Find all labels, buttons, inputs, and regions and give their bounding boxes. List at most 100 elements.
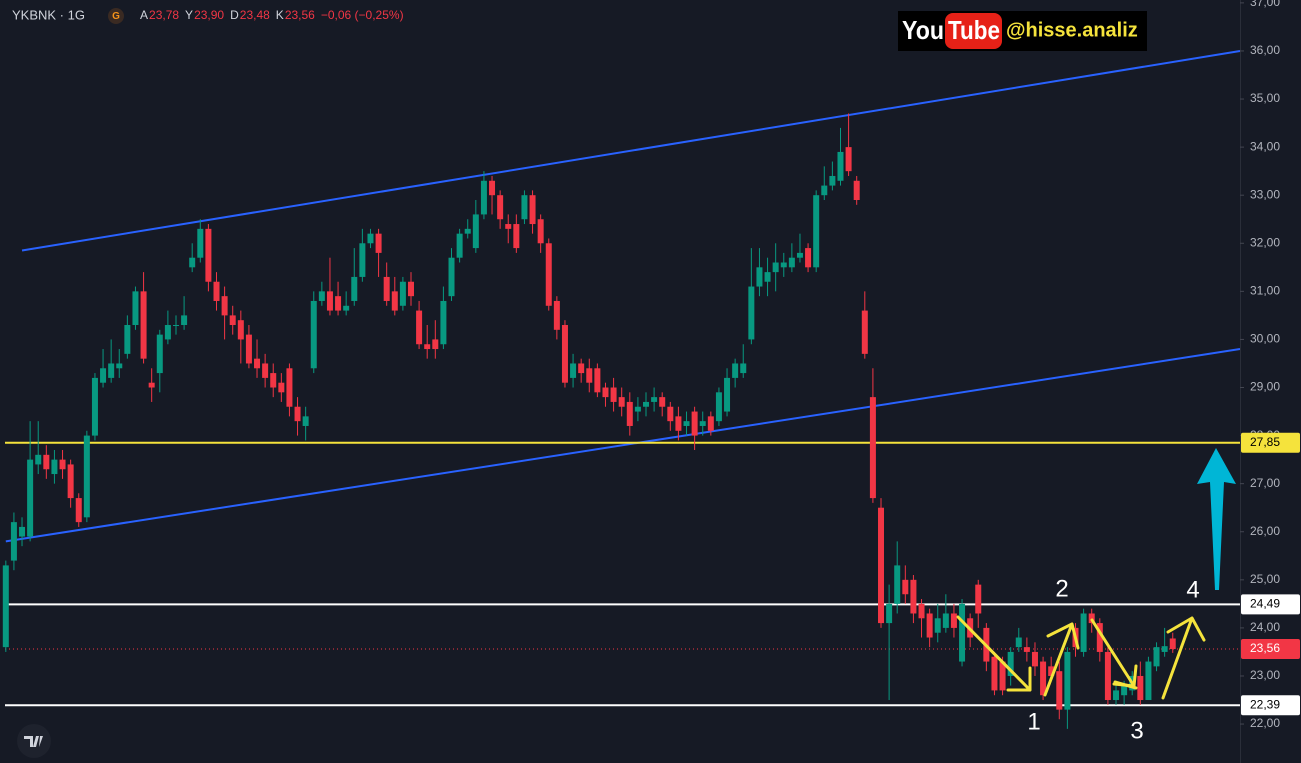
candle-body — [1040, 661, 1047, 696]
candle-body — [1015, 637, 1022, 648]
candle-body — [934, 618, 941, 633]
candle-body — [959, 603, 966, 662]
badge-bg — [108, 8, 124, 24]
candle-body — [521, 195, 528, 220]
candle-body — [602, 387, 609, 398]
candle-body — [51, 459, 58, 475]
candle-body — [683, 421, 690, 426]
watermark-you: You — [902, 15, 944, 45]
candle-body — [100, 368, 107, 383]
candle-body — [310, 300, 317, 369]
candle-body — [164, 325, 171, 340]
badge: G — [112, 11, 120, 22]
y-tick-label: 31,00 — [1250, 284, 1280, 298]
candle-body — [715, 392, 722, 422]
candle-body — [83, 435, 90, 518]
arrow — [956, 615, 1032, 692]
candle-body — [902, 579, 909, 595]
candle-body — [448, 257, 455, 297]
candle-body — [497, 195, 504, 220]
zigzag-arrows — [956, 615, 1206, 700]
candle-body — [221, 296, 228, 316]
candle-body — [1169, 638, 1176, 650]
candle-body — [318, 291, 325, 301]
logo-mark — [24, 736, 43, 747]
candle-body — [351, 276, 358, 301]
candle-body — [1048, 666, 1055, 676]
candle-body — [813, 195, 820, 268]
y-tick-label: 29,00 — [1250, 380, 1280, 394]
ohlc-value: 23,78 — [149, 8, 179, 22]
candle-body — [237, 320, 244, 340]
candle-body — [254, 358, 261, 369]
candle-body — [861, 310, 868, 354]
candle-body — [788, 257, 795, 268]
candle-body — [675, 416, 682, 431]
candle-body — [918, 603, 925, 619]
y-tick-label: 33,00 — [1250, 187, 1280, 201]
candle-body — [67, 464, 74, 499]
candle-body — [116, 363, 123, 369]
level-label-bg — [1241, 639, 1300, 660]
candle-body — [634, 406, 641, 412]
candle-body — [869, 397, 876, 499]
level-label: 23,56 — [1250, 641, 1280, 655]
candle-body — [975, 584, 982, 614]
ohlc-key: D — [230, 8, 239, 22]
candle-body — [910, 579, 917, 614]
candle-body — [578, 363, 585, 374]
y-tick-label: 35,00 — [1250, 91, 1280, 105]
candle-body — [1161, 646, 1168, 652]
ohlc-value: 23,48 — [240, 8, 270, 22]
candle-body — [796, 252, 803, 258]
candle-body — [942, 613, 949, 628]
candle-body — [1121, 685, 1128, 696]
candle-body — [375, 233, 382, 253]
candle-body — [432, 339, 439, 350]
candle-body — [489, 180, 496, 196]
candle-body — [659, 397, 666, 407]
ohlc-key: A — [140, 8, 148, 22]
y-tick-label: 22,00 — [1250, 716, 1280, 730]
candle-body — [1023, 647, 1030, 652]
candle-body — [27, 459, 34, 537]
y-tick-label: 37,00 — [1250, 0, 1280, 9]
candle-body — [391, 291, 398, 311]
level-label: 24,49 — [1250, 597, 1280, 611]
candle-body — [148, 382, 155, 388]
ohlc-value: 23,56 — [285, 8, 315, 22]
candle-body — [699, 421, 706, 426]
candle-body — [1096, 623, 1103, 652]
candle-body — [732, 363, 739, 378]
candle-body — [545, 243, 552, 306]
candle-body — [780, 262, 787, 268]
candle-body — [1104, 651, 1111, 701]
candle-body — [213, 281, 220, 301]
candle-body — [724, 377, 731, 412]
arrow — [1043, 622, 1080, 697]
candle-body — [878, 507, 885, 624]
candle-body — [278, 382, 285, 393]
candle-body — [156, 334, 163, 374]
candle-body — [886, 603, 893, 624]
candle-body — [270, 373, 277, 388]
candle-body — [505, 224, 512, 229]
watermark-handle: @hisse.analiz — [1006, 19, 1138, 41]
candle-body — [472, 214, 479, 249]
candle-body — [764, 272, 771, 282]
level-label-bg — [1241, 695, 1300, 716]
candle-body — [75, 498, 82, 523]
candle-body — [1031, 651, 1038, 667]
wave-label: 4 — [1186, 576, 1199, 603]
candle-body — [1088, 613, 1095, 624]
candle-body — [10, 522, 17, 561]
candle-body — [667, 406, 674, 422]
candle-body — [359, 243, 366, 277]
candle-body — [748, 286, 755, 340]
candle-body — [286, 368, 293, 407]
candle-body — [59, 459, 66, 470]
candle-body — [821, 185, 828, 196]
candle-body — [2, 565, 9, 648]
candle-body — [407, 281, 414, 297]
